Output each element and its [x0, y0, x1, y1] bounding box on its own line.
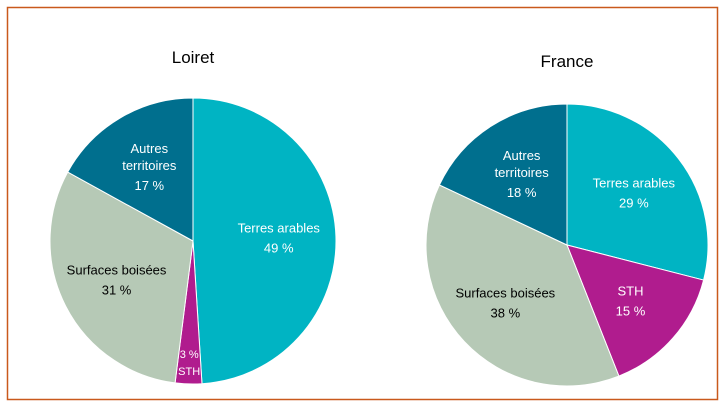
value-label: 18 %: [506, 184, 537, 200]
pie-slice: [49, 171, 194, 384]
value-label: 29 %: [619, 195, 649, 211]
pie-slice: [566, 244, 705, 377]
slice-label: Autres territoires 17 %: [109, 140, 189, 194]
slice-label: Terres arables 49 %: [238, 220, 320, 257]
category-label: Terres arables: [237, 220, 320, 236]
value-label: 15 %: [615, 303, 646, 319]
slice-label: Autres territoires 18 %: [482, 147, 562, 201]
slice-label: Surfaces boisées 38 %: [455, 284, 555, 321]
slice-label: STH 15 %: [590, 282, 670, 319]
slice-label: Surfaces boisées 31 %: [67, 261, 167, 298]
category-label: Autres territoires: [122, 141, 177, 174]
pie-slice: [67, 97, 194, 242]
value-label: 17 %: [134, 178, 165, 194]
frame: [6, 6, 719, 401]
value-label: 38 %: [490, 305, 521, 321]
chart-title: Loiret: [171, 48, 215, 67]
pie-slice: [425, 184, 620, 387]
category-label: STH: [178, 366, 201, 379]
category-label: Surfaces boisées: [455, 285, 556, 301]
category-label: Terres arables: [592, 175, 676, 191]
pie-slice: [192, 97, 337, 385]
pie-slice: [438, 103, 568, 246]
category-label: STH: [617, 283, 644, 299]
category-label: Surfaces boisées: [66, 262, 167, 278]
pie-slice: [566, 103, 709, 281]
value-label: 3 %: [179, 349, 199, 362]
value-label: 31 %: [101, 282, 132, 298]
category-label: Autres territoires: [494, 147, 549, 180]
value-label: 49 %: [263, 240, 294, 256]
slice-label: 3 % STH: [178, 343, 200, 381]
slice-label: Terres arables 29 %: [593, 175, 675, 212]
chart-title: France: [540, 52, 594, 71]
